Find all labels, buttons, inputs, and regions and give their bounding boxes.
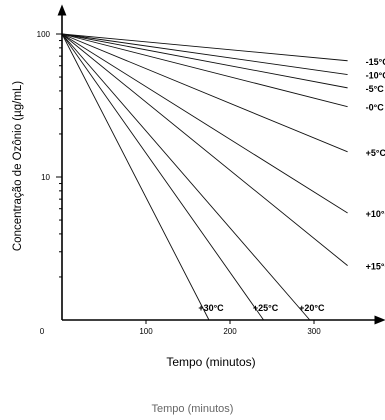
series-line-3 <box>61 33 348 108</box>
axis-layer <box>56 4 385 325</box>
y-tick-label-0: 100 <box>37 30 51 39</box>
x-tick-label-3: 300 <box>307 327 321 336</box>
series-label-8: +25°C <box>253 303 279 313</box>
series-label-5: +10°C <box>366 209 385 219</box>
series-label-3: -0°C <box>366 103 385 113</box>
series-label-7: +20°C <box>299 303 325 313</box>
x-axis-title: Tempo (minutos) <box>166 355 255 369</box>
series-label-6: +15°C <box>366 262 385 272</box>
series-line-6 <box>61 33 348 266</box>
series-label-4: +5°C <box>366 148 385 158</box>
series-label-2: -5°C <box>366 84 385 94</box>
series-line-5 <box>61 33 348 214</box>
ozone-decay-chart: -15°C -10°C -5°C -0°C +5°C +10°C +15°C +20°C +25… <box>12 4 385 369</box>
y-axis-title: Concentração de Ozônio (µg/mL) <box>12 81 24 251</box>
text-layer: -15°C -10°C -5°C -0°C +5°C +10°C +15°C +20°C +25… <box>12 30 385 369</box>
y-tick-label-1: 10 <box>41 173 50 182</box>
series-line-7 <box>61 33 311 321</box>
series-line-0 <box>61 33 348 62</box>
x-tick-label-0: 0 <box>40 327 45 336</box>
series-label-1: -10°C <box>366 71 385 81</box>
x-tick-label-2: 200 <box>223 327 237 336</box>
series-line-8 <box>61 33 264 321</box>
series-line-1 <box>61 33 348 76</box>
x-tick-label-1: 100 <box>139 327 153 336</box>
series-layer <box>61 33 348 321</box>
series-line-9 <box>61 33 210 321</box>
series-label-9: +30°C <box>198 303 224 313</box>
series-line-2 <box>61 33 348 89</box>
caption: Tempo (minutos) <box>151 403 234 415</box>
series-line-4 <box>61 33 348 153</box>
series-label-0: -15°C <box>366 57 385 67</box>
